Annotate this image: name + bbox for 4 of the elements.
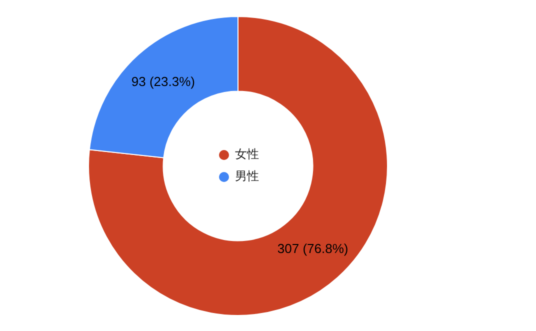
data-label: 307 (76.8%) bbox=[277, 241, 348, 256]
legend-label: 女性 bbox=[235, 147, 259, 162]
data-label: 93 (23.3%) bbox=[131, 74, 195, 90]
legend-label: 男性 bbox=[235, 169, 259, 184]
